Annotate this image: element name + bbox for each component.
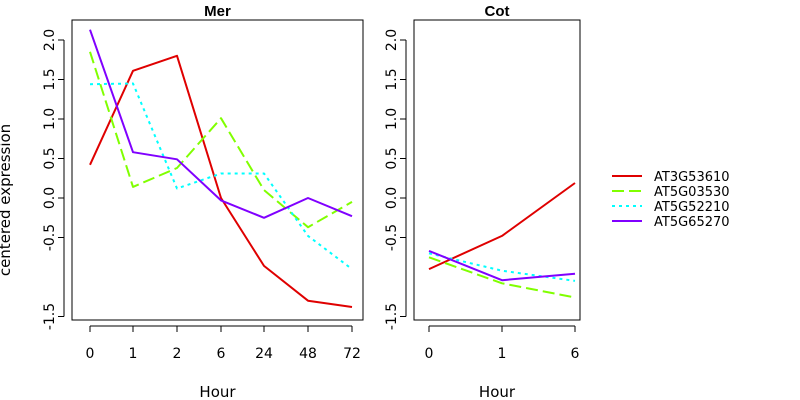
series-line-at5g52210	[428, 252, 576, 282]
panel-1-x-tick-label: 6	[571, 346, 580, 362]
panel-1-x-tick-label: 0	[425, 346, 434, 362]
panel-0-plot-frame	[71, 19, 364, 321]
series-line-at5g65270	[89, 29, 353, 219]
legend-entry-label: AT5G03530	[654, 185, 730, 200]
series-line-at3g53610	[428, 182, 576, 271]
panel-0-x-tick-label: 2	[173, 346, 182, 362]
legend-entry-label: AT5G52210	[654, 200, 730, 215]
panel-0-x-tick-label: 6	[217, 346, 226, 362]
legend-entry-label: AT5G65270	[654, 215, 730, 230]
series-line-at5g03530	[428, 256, 576, 299]
panel-0-y-tick-label: -0.5	[42, 224, 58, 251]
series-line-at5g65270	[428, 249, 576, 282]
panel-0-y-tick-label: 0.5	[42, 147, 58, 169]
panel-0-x-tick-label: 24	[255, 346, 273, 362]
panel-0-y-tick-label: 1.5	[42, 68, 58, 90]
panel-1-x-axis-label: Hour	[479, 383, 516, 400]
panel-0-y-tick-label: 1.0	[42, 108, 58, 130]
panel-1-y-tick-label: -0.5	[384, 224, 400, 251]
panel-1-y-tick-label: 2.0	[384, 29, 400, 51]
legend-entry-label: AT3G53610	[654, 170, 730, 185]
panel-1-y-tick-label: 1.0	[384, 108, 400, 130]
series-line-at5g52210	[89, 82, 353, 270]
panel-0-x-tick-label: 48	[299, 346, 317, 362]
panel-0-y-axis-label: centered expression	[0, 124, 14, 276]
series-line-at5g03530	[89, 51, 353, 229]
panel-1-title: Cot	[485, 3, 510, 20]
panel-0-x-tick-label: 1	[129, 346, 138, 362]
panel-0-x-axis-label: Hour	[199, 383, 236, 400]
panel-0-y-tick-label: 0.0	[42, 187, 58, 209]
panel-1-plot-frame	[413, 19, 581, 321]
panel-1-y-tick-label: 0.0	[384, 187, 400, 209]
panel-1-y-tick-label: 1.5	[384, 68, 400, 90]
panel-0-y-tick-label: -1.5	[42, 303, 58, 330]
panel-1-x-tick-label: 1	[498, 346, 507, 362]
panel-0-x-tick-label: 72	[343, 346, 361, 362]
panel-1-y-tick-label: -1.5	[384, 303, 400, 330]
panel-1-y-tick-label: 0.5	[384, 147, 400, 169]
panel-0-title: Mer	[204, 3, 231, 20]
series-line-at3g53610	[89, 54, 353, 308]
panel-0-y-tick-label: 2.0	[42, 29, 58, 51]
panel-0-x-tick-label: 0	[86, 346, 95, 362]
